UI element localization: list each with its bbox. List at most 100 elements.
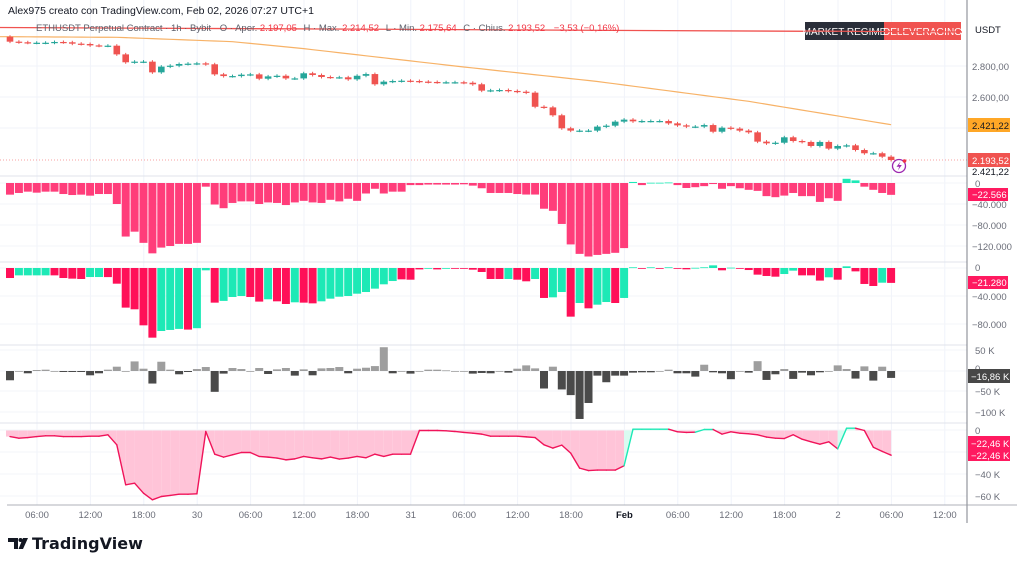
pane4-bar[interactable] <box>228 368 237 371</box>
pane5-line-segment[interactable] <box>676 431 688 434</box>
pane2-bar[interactable] <box>77 183 86 195</box>
pane5-line-segment[interactable] <box>133 482 145 494</box>
pane3-bar[interactable] <box>59 268 68 279</box>
pane2-bar[interactable] <box>842 178 851 183</box>
pane3-bar[interactable] <box>388 268 397 282</box>
pane3-bar[interactable] <box>23 268 32 276</box>
pane3-bar[interactable] <box>210 268 219 303</box>
pane5-line-segment[interactable] <box>854 427 866 432</box>
pane5-line-segment[interactable] <box>543 444 554 449</box>
candle[interactable] <box>522 91 530 93</box>
pane4-bar[interactable] <box>121 371 130 372</box>
pane5-line-segment[interactable] <box>320 456 332 460</box>
pane2-bar[interactable] <box>548 183 557 211</box>
pane3-bar[interactable] <box>522 268 531 282</box>
pane5-line-segment[interactable] <box>98 434 109 437</box>
pane4-bar[interactable] <box>771 371 780 375</box>
pane2-bar[interactable] <box>477 183 486 189</box>
pane2-bar[interactable] <box>753 183 762 191</box>
pane4-bar[interactable] <box>379 347 388 371</box>
pane3-bar[interactable] <box>566 268 575 317</box>
pane2-bar[interactable] <box>691 183 700 188</box>
pane2-bar[interactable] <box>157 183 166 248</box>
pane3-bar[interactable] <box>148 268 157 338</box>
pane2-bar[interactable] <box>41 183 50 192</box>
candle[interactable] <box>772 142 779 144</box>
pane4-bar[interactable] <box>290 371 299 376</box>
pane4-bar[interactable] <box>148 371 157 384</box>
pane2-bar[interactable] <box>139 183 148 243</box>
candle[interactable] <box>42 42 49 44</box>
pane4-bar[interactable] <box>237 369 246 371</box>
candle[interactable] <box>371 74 379 85</box>
candle[interactable] <box>238 74 245 77</box>
pane4-bar[interactable] <box>317 368 326 371</box>
pane4-bar[interactable] <box>513 368 522 371</box>
pane2-bar[interactable] <box>664 182 673 184</box>
pane4-bar[interactable] <box>807 371 815 376</box>
pane4-bar[interactable] <box>504 371 513 373</box>
pane4-bar[interactable] <box>726 371 735 380</box>
pane4-bar[interactable] <box>548 366 557 371</box>
pane3-bar[interactable] <box>228 268 237 297</box>
pane5-line-segment[interactable] <box>828 441 839 450</box>
pane3-bar[interactable] <box>379 268 388 285</box>
tradingview-logo[interactable]: TradingView <box>8 534 143 553</box>
pane5-line-segment[interactable] <box>205 430 216 455</box>
pane4-axis[interactable]: 50 K 0 −16,86 K −50 K −100 K <box>968 346 1010 419</box>
pane4-bar[interactable] <box>192 369 201 371</box>
candle[interactable] <box>496 90 503 92</box>
pane3-bar[interactable] <box>166 268 175 330</box>
pane4-bar[interactable] <box>531 368 540 371</box>
pane2-bar[interactable] <box>459 183 468 185</box>
pane4-bar[interactable] <box>86 371 95 376</box>
candle[interactable] <box>487 90 494 92</box>
pane3-bar[interactable] <box>860 268 869 284</box>
pane4-bar[interactable] <box>388 371 397 374</box>
pane2-bar[interactable] <box>629 181 637 183</box>
pane5-line-segment[interactable] <box>365 453 376 459</box>
candle[interactable] <box>140 61 147 63</box>
candle[interactable] <box>175 63 183 66</box>
pane4-bar[interactable] <box>299 369 308 371</box>
pane2-bar[interactable] <box>228 183 237 203</box>
pane5-line-segment[interactable] <box>258 455 269 458</box>
pane3-bar[interactable] <box>798 268 807 276</box>
pane2-bar[interactable] <box>815 183 824 202</box>
pane5-line-segment[interactable] <box>124 482 136 486</box>
candle[interactable] <box>665 121 672 124</box>
pane2-bar[interactable] <box>646 182 655 184</box>
candle[interactable] <box>718 127 726 132</box>
pane3-bar[interactable] <box>112 268 121 284</box>
pane2-bar[interactable] <box>468 183 477 186</box>
candle[interactable] <box>576 130 583 132</box>
pane3-bar[interactable] <box>548 268 557 298</box>
pane2-bar[interactable] <box>415 183 424 186</box>
pane2-bar[interactable] <box>6 183 14 195</box>
pane5-line-segment[interactable] <box>231 451 243 456</box>
candle[interactable] <box>843 145 850 147</box>
pane4-bar[interactable] <box>362 367 370 371</box>
pane3-bar[interactable] <box>246 268 255 297</box>
pane3-bar[interactable] <box>41 268 50 276</box>
pane2-bar[interactable] <box>201 183 210 187</box>
pane3-bar[interactable] <box>602 268 611 303</box>
candle[interactable] <box>398 80 405 82</box>
pane2-bar[interactable] <box>762 183 771 197</box>
pane3-bar[interactable] <box>308 268 317 304</box>
pane5-line-segment[interactable] <box>338 457 349 460</box>
pane5-line-segment[interactable] <box>445 430 456 433</box>
pane3-bar[interactable] <box>718 268 726 271</box>
candle[interactable] <box>247 74 254 76</box>
candle[interactable] <box>131 61 138 63</box>
pane3-bar[interactable] <box>709 265 718 268</box>
pane2-bar[interactable] <box>798 183 807 197</box>
pane4-bar[interactable] <box>744 371 753 373</box>
lightning-bolt-icon[interactable] <box>891 158 907 174</box>
candle[interactable] <box>834 145 841 149</box>
pane4-bar[interactable] <box>397 371 406 372</box>
pane3-bar[interactable] <box>290 268 299 303</box>
pane4-bar[interactable] <box>842 369 851 371</box>
pane4-bar[interactable] <box>246 371 255 372</box>
